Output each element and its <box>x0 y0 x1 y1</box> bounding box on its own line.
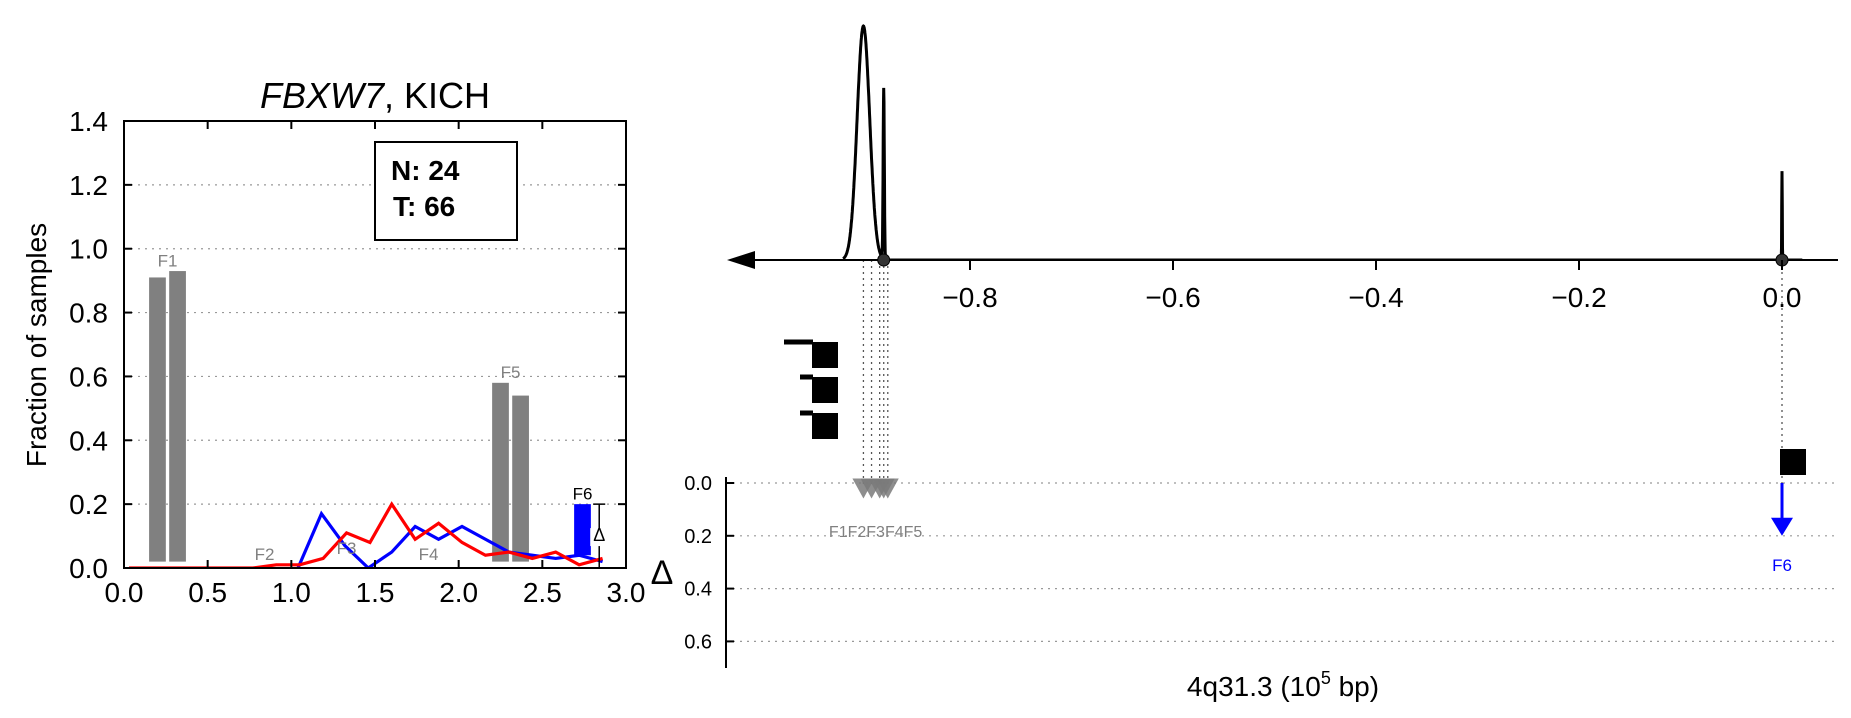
genomic-x-axis-label: 4q31.3 (105 bp) <box>1187 668 1379 702</box>
tumor-count: T: 66 <box>393 191 455 222</box>
genomic-x-tick-label: −0.4 <box>1348 282 1403 313</box>
left-x-axis: 0.0 0.5 1.0 1.5 2.0 2.5 3.0 <box>105 121 646 608</box>
left-feature-labels: F1 F2 F3 F4 F5 F6 <box>158 251 593 564</box>
delta-y-tick-label: 0.2 <box>684 526 712 548</box>
feature-squares <box>784 339 1806 475</box>
left-y-tick-label: 0.2 <box>69 489 108 520</box>
delta-y-tick-label: 0.4 <box>684 579 712 601</box>
feature-label-f6: F6 <box>573 485 593 504</box>
genomic-x-tick-label: −0.8 <box>942 282 997 313</box>
feature-label-f2: F2 <box>255 545 275 564</box>
normal-count: N: 24 <box>391 155 460 186</box>
left-lines <box>129 501 603 568</box>
left-x-tick-label: 0.0 <box>105 577 144 608</box>
delta-points: F1F2F3F4F5 F6 <box>829 478 1793 575</box>
density-line <box>842 24 1803 260</box>
feature-guide-lines <box>862 260 1783 487</box>
delta-y-tick-label: 0.0 <box>684 473 712 495</box>
delta-y-tick-label: 0.6 <box>684 631 712 653</box>
f6-label: F6 <box>1772 556 1792 575</box>
delta-symbol-background <box>590 528 609 547</box>
bar-f1 <box>149 277 166 562</box>
left-y-tick-label: 1.4 <box>69 106 108 137</box>
left-x-tick-label: 2.0 <box>439 577 478 608</box>
position-marker <box>877 253 891 267</box>
delta-marker-f5 <box>876 478 899 499</box>
delta-grid <box>726 482 1838 643</box>
feature-label-f4: F4 <box>419 545 439 564</box>
delta-symbol: Δ <box>593 525 605 545</box>
feature-label-f1: F1 <box>158 251 178 270</box>
feature-label-f3: F3 <box>337 539 357 558</box>
bar-f1 <box>169 271 186 562</box>
left-y-tick-label: 1.0 <box>69 234 108 265</box>
genomic-x-tick-label: 0.0 <box>1763 282 1802 313</box>
delta-y-axis: 0.0 0.2 0.4 0.6 <box>684 473 734 653</box>
left-chart-title: FBXW7, KICH <box>260 75 490 116</box>
feature-square <box>812 342 838 368</box>
right-genomic-chart: −0.8 −0.6 −0.4 −0.2 0.0 0.0 0.2 0.4 0.6 Δ F1F2F… <box>651 24 1838 702</box>
feature-square <box>1780 449 1806 475</box>
left-y-tick-label: 1.2 <box>69 170 108 201</box>
feature-square <box>812 413 838 439</box>
bar-f5 <box>492 382 509 562</box>
left-x-tick-label: 0.5 <box>188 577 227 608</box>
left-y-tick-label: 0.0 <box>69 553 108 584</box>
left-x-tick-label: 1.0 <box>272 577 311 608</box>
bar-f5 <box>512 395 529 562</box>
left-x-tick-label: 2.5 <box>523 577 562 608</box>
count-legend: N: 24 T: 66 <box>374 141 518 241</box>
feature-square <box>812 377 838 403</box>
bar-f6 <box>574 504 591 556</box>
axis-left-arrow-icon <box>727 251 755 269</box>
tumor-series-line <box>129 501 603 568</box>
delta-panel: 0.0 0.2 0.4 0.6 Δ F1F2F3F4F5 F6 <box>651 473 1838 668</box>
left-x-tick-label: 1.5 <box>356 577 395 608</box>
genomic-x-axis: −0.8 −0.6 −0.4 −0.2 0.0 <box>942 260 1801 313</box>
delta-axis-label: Δ <box>651 554 674 592</box>
feature-label-f5: F5 <box>501 363 521 382</box>
left-x-tick-label: 3.0 <box>607 577 646 608</box>
density-curve <box>842 24 1803 260</box>
genomic-x-tick-label: −0.2 <box>1551 282 1606 313</box>
genomic-x-tick-label: −0.6 <box>1145 282 1200 313</box>
left-y-tick-label: 0.6 <box>69 361 108 392</box>
left-y-axis-label: Fraction of samples <box>21 223 52 467</box>
left-bar-chart: FBXW7, KICH F1 F2 F3 F4 F5 F6 Δ 0.0 0.5 1.0 1.5 2… <box>21 75 645 608</box>
left-y-tick-label: 0.4 <box>69 425 108 456</box>
left-y-tick-label: 0.8 <box>69 298 108 329</box>
left-bars <box>149 271 591 562</box>
left-y-axis: 0.0 0.2 0.4 0.6 0.8 1.0 1.2 1.4 <box>69 106 626 584</box>
feature-labels-overlap: F1F2F3F4F5 <box>829 524 922 541</box>
f6-delta-arrow-head-icon <box>1771 517 1793 536</box>
count-legend-box <box>374 141 518 241</box>
